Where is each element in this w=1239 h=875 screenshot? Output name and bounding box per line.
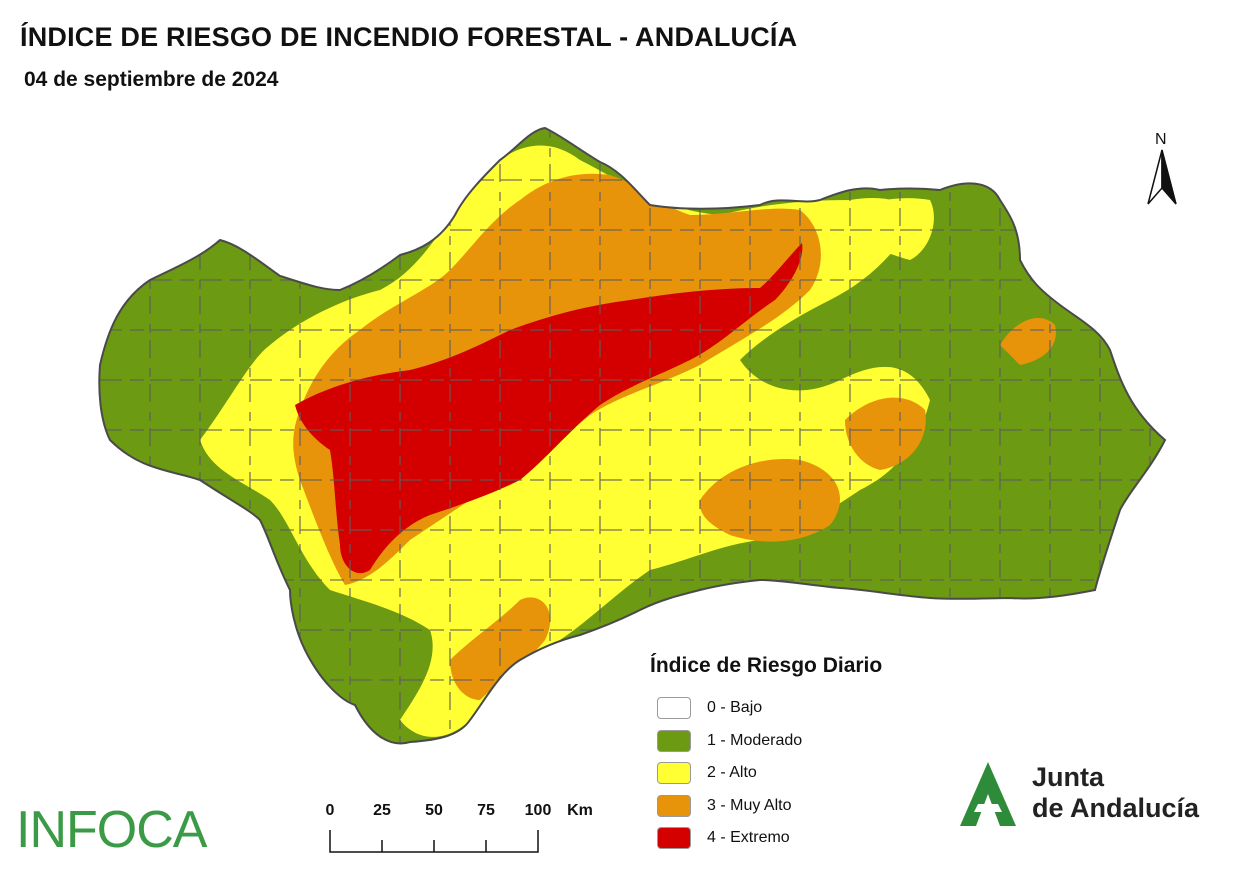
scale-tick-label: 50 — [425, 802, 443, 819]
scale-unit: Km — [567, 802, 593, 819]
scale-bar-ruler — [329, 830, 539, 853]
legend-label: 3 - Muy Alto — [707, 796, 792, 814]
junta-line2: de Andalucía — [1032, 793, 1200, 823]
legend-item-extremo: 4 - Extremo — [650, 822, 882, 855]
zone-alto-east — [840, 198, 934, 260]
scale-tick-label: 75 — [477, 802, 495, 819]
legend-label: 4 - Extremo — [707, 829, 790, 847]
junta-andalucia-logo: Junta de Andalucía — [950, 760, 1220, 830]
legend-item-alto: 2 - Alto — [650, 757, 882, 790]
north-arrow-icon — [1147, 149, 1177, 205]
map-title: ÍNDICE DE RIESGO DE INCENDIO FORESTAL - … — [20, 22, 798, 52]
scale-tick-label: 100 — [524, 802, 552, 819]
legend-swatch — [657, 794, 691, 817]
legend-label: 0 - Bajo — [707, 699, 763, 717]
legend-swatch — [657, 729, 691, 752]
junta-line1: Junta — [1032, 762, 1105, 792]
legend-swatch — [657, 827, 691, 850]
zone-muy-alto-east-patch — [845, 397, 926, 470]
scale-bar: 0 25 50 75 100 Km — [322, 802, 593, 862]
junta-text: Junta de Andalucía — [1032, 762, 1199, 824]
legend-label: 1 - Moderado — [707, 731, 803, 749]
map-date: 04 de septiembre de 2024 — [24, 68, 279, 91]
infoca-logo: INFOCA — [16, 801, 207, 859]
legend-title: Índice de Riesgo Diario — [650, 654, 883, 677]
legend-swatch — [657, 697, 691, 720]
north-label: N — [1155, 131, 1167, 148]
legend-label: 2 - Alto — [707, 764, 757, 782]
scale-tick-label: 25 — [373, 802, 391, 819]
scale-tick-label: 0 — [325, 802, 335, 819]
zone-extremo-central — [295, 243, 803, 574]
legend: Índice de Riesgo Diario 0 - Bajo 1 - Mod… — [650, 654, 882, 855]
legend-item-moderado: 1 - Moderado — [650, 725, 882, 758]
legend-item-bajo: 0 - Bajo — [650, 692, 882, 725]
junta-emblem-icon — [960, 762, 1016, 826]
legend-item-muy-alto: 3 - Muy Alto — [650, 790, 882, 823]
region-outline — [98, 126, 1167, 745]
legend-swatch — [657, 762, 691, 785]
